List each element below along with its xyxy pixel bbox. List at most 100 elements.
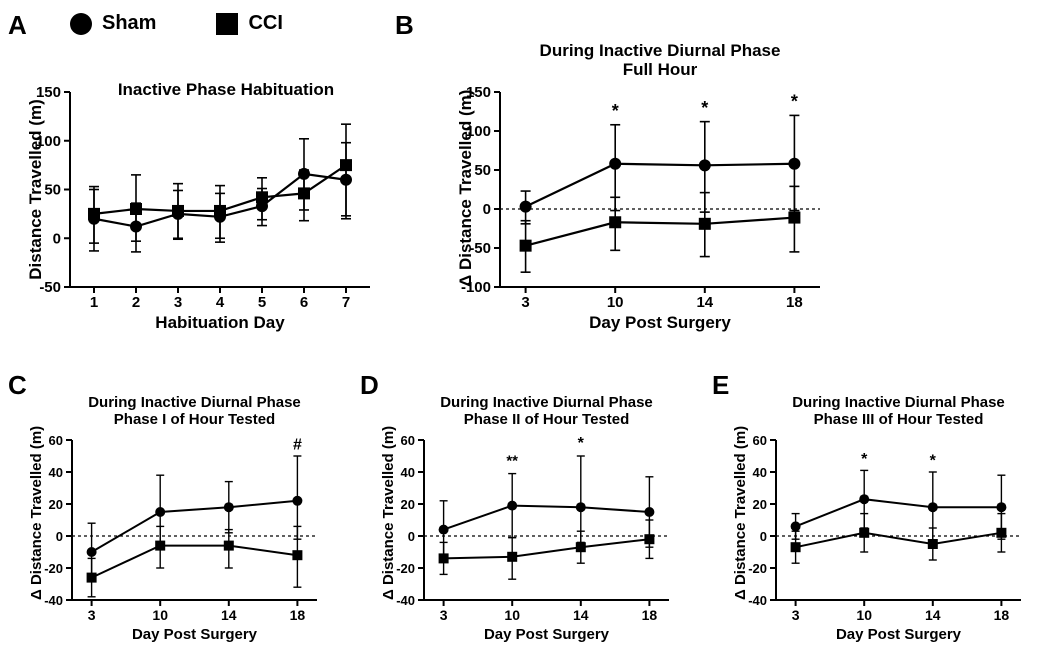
annotation: # [293, 437, 302, 454]
series-CCI [444, 539, 650, 558]
marker-circle [292, 496, 302, 506]
series-CCI [92, 546, 298, 578]
xtick-label: 3 [792, 607, 800, 623]
marker-square [996, 528, 1006, 538]
ytick-label: 50 [474, 162, 491, 179]
marker-circle [859, 494, 869, 504]
annotation: * [612, 101, 619, 121]
ytick-label: 60 [49, 433, 63, 448]
xtick-label: 14 [696, 294, 713, 311]
marker-square [699, 218, 711, 230]
x-label-D: Day Post Surgery [424, 626, 669, 643]
marker-square [87, 573, 97, 583]
marker-circle [928, 502, 938, 512]
annotation: * [791, 92, 798, 112]
marker-square [609, 216, 621, 228]
x-label-C: Day Post Surgery [72, 626, 317, 643]
marker-square [292, 550, 302, 560]
ytick-label: 40 [401, 465, 415, 480]
panel-title-C: During Inactive Diurnal PhasePhase I of … [32, 394, 357, 429]
series-Sham [444, 506, 650, 530]
xtick-label: 10 [607, 294, 624, 311]
series-CCI [796, 533, 1002, 547]
xtick-label: 10 [504, 607, 520, 623]
marker-circle [788, 158, 800, 170]
panel-E: -40-2002040603101418** [748, 433, 1021, 623]
marker-square [172, 205, 184, 217]
panel-title-A: Inactive Phase Habituation [106, 80, 346, 100]
annotation: ** [506, 453, 518, 470]
annotation: * [930, 453, 937, 470]
y-label-B: Δ Distance Travelled (m) [456, 92, 476, 287]
ytick-label: -40 [748, 593, 767, 608]
marker-square [298, 187, 310, 199]
xtick-label: 5 [258, 294, 266, 311]
ytick-label: 0 [53, 230, 61, 247]
panel-A: -500501001501234567 [36, 84, 370, 311]
ytick-label: 0 [408, 529, 415, 544]
xtick-label: 14 [573, 607, 589, 623]
marker-square [928, 539, 938, 549]
ytick-label: -20 [44, 561, 63, 576]
x-label-E: Day Post Surgery [776, 626, 1021, 643]
ytick-label: 60 [401, 433, 415, 448]
series-CCI [526, 218, 795, 246]
ytick-label: 0 [56, 529, 63, 544]
xtick-label: 18 [994, 607, 1010, 623]
ytick-label: 0 [760, 529, 767, 544]
xtick-label: 2 [132, 294, 140, 311]
marker-square [224, 541, 234, 551]
ytick-label: 20 [49, 497, 63, 512]
x-label-A: Habituation Day [70, 313, 370, 333]
series-Sham [526, 164, 795, 207]
marker-square [520, 240, 532, 252]
ytick-label: -20 [396, 561, 415, 576]
panel-D: -40-2002040603101418*** [396, 433, 669, 623]
marker-circle [155, 507, 165, 517]
ytick-label: 40 [49, 465, 63, 480]
marker-square [644, 534, 654, 544]
y-label-D: Δ Distance Travelled (m) [380, 440, 397, 600]
series-Sham [796, 499, 1002, 526]
x-label-B: Day Post Surgery [500, 313, 820, 333]
marker-square [576, 542, 586, 552]
xtick-label: 14 [221, 607, 237, 623]
marker-square [256, 191, 268, 203]
marker-circle [996, 502, 1006, 512]
ytick-label: -40 [396, 593, 415, 608]
ytick-label: 0 [483, 201, 491, 218]
marker-circle [520, 201, 532, 213]
xtick-label: 10 [856, 607, 872, 623]
panel-title-B: During Inactive Diurnal PhaseFull Hour [460, 41, 860, 80]
y-label-C: Δ Distance Travelled (m) [28, 440, 45, 600]
panel-title-D: During Inactive Diurnal PhasePhase II of… [384, 394, 709, 429]
panel-letter-B: B [395, 10, 414, 41]
marker-square [155, 541, 165, 551]
xtick-label: 3 [174, 294, 182, 311]
annotation: * [861, 451, 868, 468]
marker-circle [699, 159, 711, 171]
marker-square [88, 208, 100, 220]
marker-square [859, 528, 869, 538]
xtick-label: 6 [300, 294, 308, 311]
panel-letter-A: A [8, 10, 27, 41]
annotation: * [701, 98, 708, 118]
panel-C: -40-2002040603101418# [44, 433, 317, 623]
marker-circle [609, 158, 621, 170]
ytick-label: 20 [401, 497, 415, 512]
marker-square [507, 552, 517, 562]
panel-letter-C: C [8, 370, 27, 401]
ytick-label: 60 [753, 433, 767, 448]
xtick-label: 1 [90, 294, 98, 311]
marker-circle [439, 525, 449, 535]
xtick-label: 18 [290, 607, 306, 623]
xtick-label: 10 [152, 607, 168, 623]
figure: Sham CCI -500501001501234567-100-5005010… [0, 0, 1050, 666]
y-label-E: Δ Distance Travelled (m) [732, 440, 749, 600]
ytick-label: 40 [753, 465, 767, 480]
xtick-label: 18 [642, 607, 658, 623]
marker-square [788, 212, 800, 224]
marker-square [791, 542, 801, 552]
marker-square [130, 203, 142, 215]
marker-circle [224, 502, 234, 512]
